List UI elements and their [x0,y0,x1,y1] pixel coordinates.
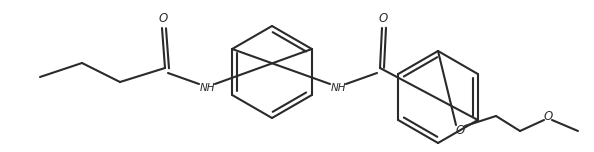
Text: O: O [159,12,168,24]
Text: O: O [378,12,388,24]
Text: O: O [544,109,552,123]
Text: O: O [456,124,465,138]
Text: NH: NH [330,83,346,93]
Text: NH: NH [199,83,215,93]
